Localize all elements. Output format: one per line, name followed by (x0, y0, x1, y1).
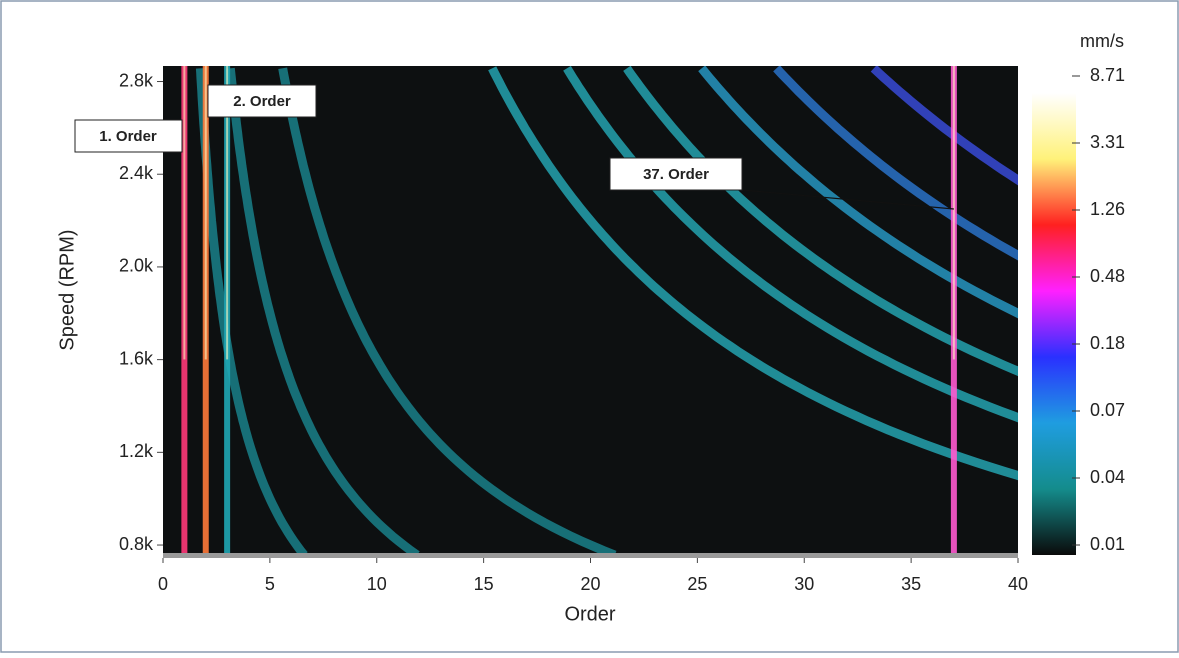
colorbar-tick-label: 3.31 (1090, 132, 1125, 152)
y-tick-label: 2.4k (119, 163, 154, 183)
x-tick-label: 20 (580, 574, 600, 594)
colorbar-tick-label: 0.18 (1090, 333, 1125, 353)
x-tick-label: 40 (1008, 574, 1028, 594)
x-tick-label: 25 (687, 574, 707, 594)
x-tick-label: 35 (901, 574, 921, 594)
y-tick-label: 1.6k (119, 348, 154, 368)
colorbar-tick-label: 8.71 (1090, 65, 1125, 85)
x-tick-label: 15 (474, 574, 494, 594)
order-line-core (953, 66, 955, 359)
x-tick-label: 0 (158, 574, 168, 594)
colorbar-tick-label: 1.26 (1090, 199, 1125, 219)
annotation: 37. Order (643, 166, 709, 183)
y-tick-label: 1.2k (119, 441, 154, 461)
annotation: 1. Order (99, 128, 157, 145)
y-tick-label: 2.0k (119, 256, 154, 276)
colorbar-tick-label: 0.01 (1090, 534, 1125, 554)
y-axis-label: Speed (RPM) (56, 229, 78, 350)
y-tick-label: 0.8k (119, 534, 154, 554)
x-axis-band (163, 553, 1018, 558)
x-tick-label: 10 (367, 574, 387, 594)
order-line-core (205, 66, 207, 359)
colorbar-tick-label: 0.48 (1090, 266, 1125, 286)
colorbar-tick-label: 0.07 (1090, 400, 1125, 420)
x-tick-label: 5 (265, 574, 275, 594)
colorbar (1032, 93, 1076, 555)
order-line-core (183, 66, 185, 359)
y-tick-label: 2.8k (119, 70, 154, 90)
colorbar-label: mm/s (1080, 31, 1124, 51)
colorbar-tick-label: 0.04 (1090, 467, 1125, 487)
annotation: 2. Order (233, 93, 291, 110)
x-tick-label: 30 (794, 574, 814, 594)
x-axis-label: Order (564, 603, 615, 625)
